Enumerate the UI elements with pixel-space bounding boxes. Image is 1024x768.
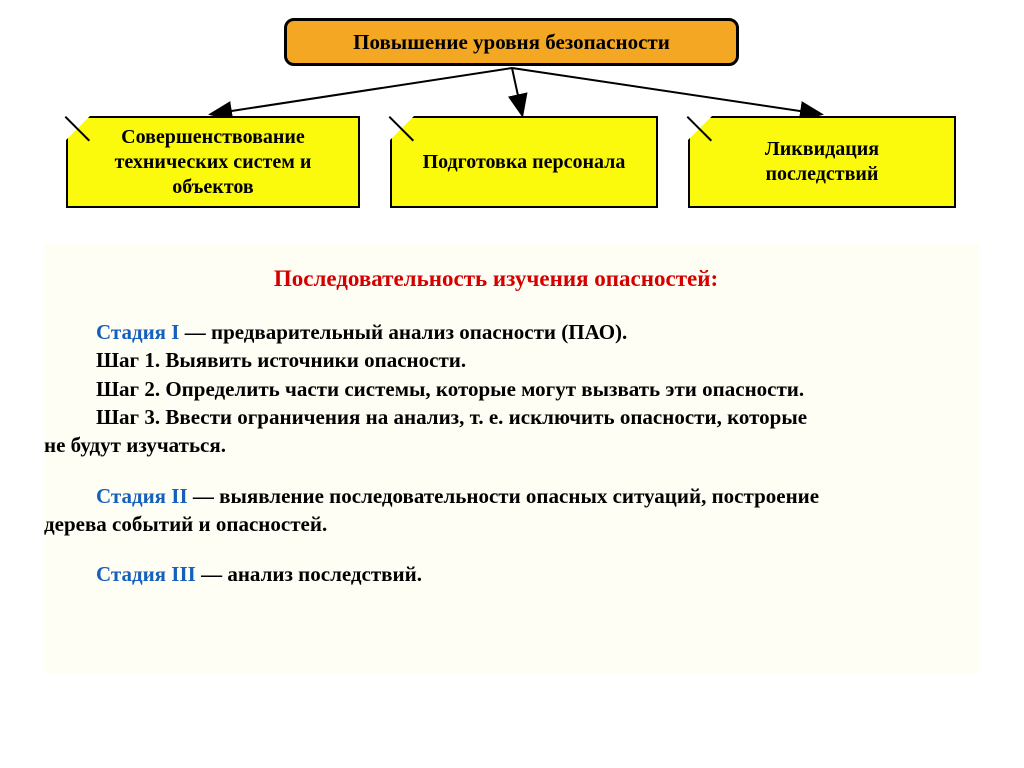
stage-3-line: Стадия III — анализ последствий.	[44, 560, 948, 588]
sequence-panel: Последовательность изучения опасностей: …	[44, 244, 980, 674]
root-node: Повышение уровня безопасности	[284, 18, 739, 66]
step-3a: Шаг 3. Ввести ограничения на анализ, т. …	[44, 403, 948, 431]
stage-2-label: Стадия II	[96, 484, 188, 508]
branch-node-label-2: Ликвидацияпоследствий	[765, 137, 879, 187]
branch-node-2: Ликвидацияпоследствий	[688, 116, 956, 208]
branch-node-0: Совершенствованиетехнических систем иобъ…	[66, 116, 360, 208]
stage-1-rest: — предварительный анализ опасности (ПАО)…	[179, 320, 627, 344]
branch-node-1: Подготовка персонала	[390, 116, 658, 208]
step-3b: не будут изучаться.	[44, 431, 948, 459]
panel-title: Последовательность изучения опасностей:	[44, 266, 948, 292]
step-1: Шаг 1. Выявить источники опасности.	[44, 346, 948, 374]
branch-node-label-0: Совершенствованиетехнических систем иобъ…	[115, 125, 312, 200]
branch-node-label-1: Подготовка персонала	[423, 150, 626, 175]
stage-3-label: Стадия III	[96, 562, 196, 586]
stage-2-rest-a: — выявление последовательности опасных с…	[188, 484, 819, 508]
stage-2-line-b: дерева событий и опасностей.	[44, 510, 948, 538]
step-2: Шаг 2. Определить части системы, которые…	[44, 375, 948, 403]
stage-1-line: Стадия I — предварительный анализ опасно…	[44, 318, 948, 346]
root-node-label: Повышение уровня безопасности	[353, 30, 670, 55]
stage-3-rest: — анализ последствий.	[196, 562, 422, 586]
stage-1-label: Стадия I	[96, 320, 179, 344]
stage-2-line-a: Стадия II — выявление последовательности…	[44, 482, 948, 510]
